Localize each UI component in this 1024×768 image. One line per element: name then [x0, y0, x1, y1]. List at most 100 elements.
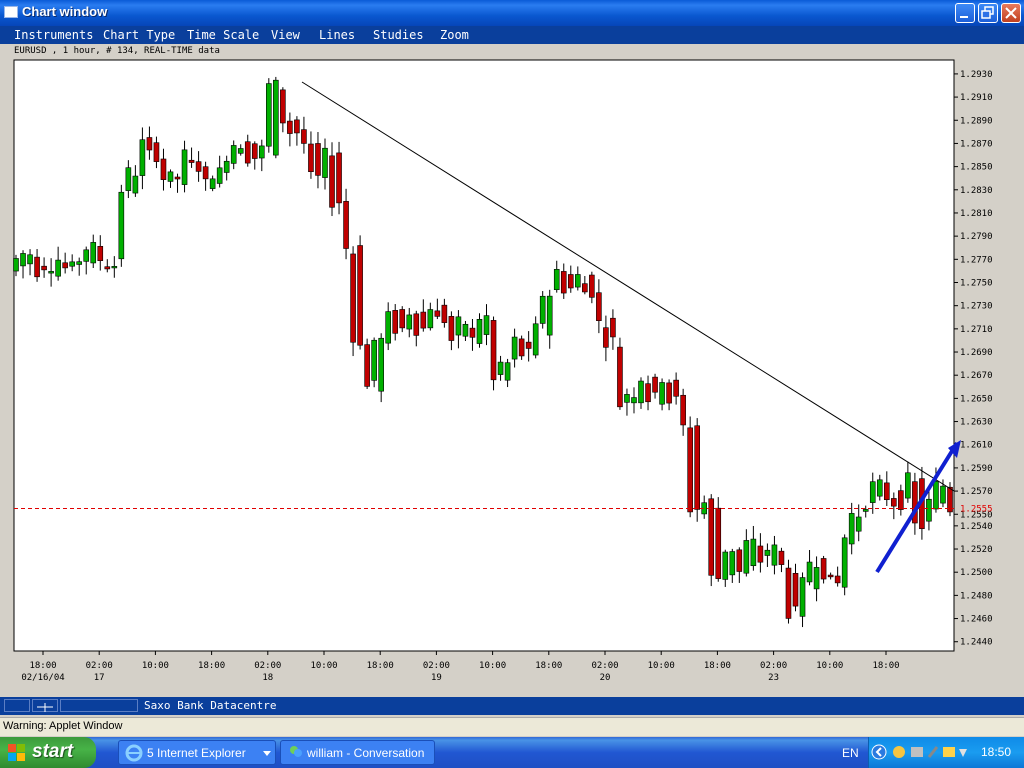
candle-down	[645, 383, 651, 403]
datacentre-label: Saxo Bank Datacentre	[144, 699, 277, 712]
x-tick-time: 18:00	[535, 661, 562, 671]
candle-up	[378, 337, 384, 392]
candle-up	[209, 178, 216, 189]
candle-up	[841, 537, 848, 588]
candle-up	[266, 83, 272, 147]
candle-down	[195, 161, 202, 172]
candle-up	[813, 567, 820, 590]
candle-down	[596, 292, 602, 321]
candle-down	[174, 176, 181, 180]
taskbar-item-conversation[interactable]: william - Conversation	[280, 740, 435, 765]
menu-time-scale[interactable]: Time Scale	[187, 28, 260, 42]
candle-up	[539, 295, 546, 324]
x-tick-date: 18	[262, 673, 273, 683]
y-tick-label: 1.2650	[960, 394, 993, 404]
y-tick-label: 1.2690	[960, 348, 993, 358]
taskbar-item-label: william - Conversation	[307, 746, 425, 760]
candle-up	[216, 167, 223, 184]
minimize-button[interactable]	[955, 3, 975, 23]
candle-down	[34, 256, 40, 278]
candle-down	[834, 575, 841, 584]
messenger-icon	[290, 746, 302, 757]
candle-down	[827, 574, 834, 578]
candle-up	[729, 551, 736, 576]
candle-up	[750, 538, 757, 567]
tray-network-icon[interactable]	[911, 747, 923, 757]
taskbar-item-internet-explorer[interactable]: 5 Internet Explorer	[118, 740, 276, 765]
candle-down	[680, 394, 686, 426]
x-tick-time: 10:00	[142, 661, 169, 671]
menu-instruments[interactable]: Instruments	[14, 28, 94, 42]
y-tick-label: 1.2790	[960, 232, 993, 242]
candle-down	[567, 274, 574, 289]
tray-folder-icon[interactable]	[943, 747, 955, 757]
y-tick-label: 1.2460	[960, 615, 993, 625]
tray-volume-icon[interactable]	[959, 749, 967, 757]
close-button[interactable]	[1001, 3, 1021, 23]
plot-area[interactable]	[13, 59, 955, 652]
candle-up	[69, 261, 75, 267]
system-tray: 18:50	[868, 737, 1024, 768]
candle-up	[926, 498, 932, 522]
menu-zoom[interactable]: Zoom	[440, 28, 469, 42]
candle-down	[343, 201, 349, 249]
candle-down	[525, 341, 532, 349]
x-tick-time: 18:00	[872, 661, 899, 671]
candle-down	[329, 155, 335, 208]
start-button[interactable]: start	[0, 737, 96, 768]
tray-tool-icon[interactable]	[927, 746, 939, 758]
candle-up	[862, 509, 869, 512]
candle-down	[188, 159, 195, 163]
tray-messenger-icon[interactable]	[893, 746, 905, 758]
menu-view[interactable]: View	[271, 28, 300, 42]
candle-up	[462, 323, 469, 337]
window-title-bar[interactable]: Chart window	[0, 0, 1024, 26]
price-chart[interactable]: 1.2930 1.2910 1.2890 1.2870 1.2850 1.2830 1.28…	[0, 44, 1024, 696]
y-tick-label: 1.2930	[960, 70, 993, 80]
x-tick-time: 02:00	[760, 661, 787, 671]
candle-down	[603, 327, 609, 348]
menu-lines[interactable]: Lines	[319, 28, 356, 42]
restore-button[interactable]	[978, 3, 998, 23]
y-tick-label: 1.2440	[960, 638, 993, 648]
language-indicator[interactable]: EN	[842, 746, 859, 760]
menu-studies[interactable]: Studies	[373, 28, 424, 42]
chevron-down-icon	[263, 751, 271, 756]
candle-up	[631, 397, 637, 404]
candle-down	[610, 317, 616, 338]
status-button-crosshair[interactable]	[32, 699, 58, 712]
candle-down	[891, 498, 897, 507]
candle-up	[273, 79, 279, 156]
candle-down	[97, 245, 104, 261]
candle-down	[673, 379, 679, 397]
x-tick-time: 18:00	[367, 661, 394, 671]
tray-expand-icon[interactable]	[871, 744, 887, 760]
candle-up	[497, 361, 504, 375]
candle-up	[905, 472, 911, 499]
candle-down	[785, 567, 792, 619]
x-tick-time: 18:00	[29, 661, 56, 671]
menu-chart-type[interactable]: Chart Type	[103, 28, 176, 42]
candle-down	[202, 166, 209, 180]
candle-down	[518, 338, 525, 357]
candle-down	[736, 549, 743, 572]
candle-up	[764, 549, 771, 556]
x-tick-time: 18:00	[198, 661, 225, 671]
y-tick-label: 1.2710	[960, 325, 993, 335]
candle-up	[455, 316, 462, 336]
y-tick-label: 1.2850	[960, 163, 993, 173]
y-tick-label: 1.2630	[960, 418, 993, 428]
candle-down	[294, 119, 300, 134]
candle-up	[385, 311, 391, 344]
candle-up	[20, 253, 26, 267]
candle-up	[139, 139, 146, 176]
menu-bar: Instruments Chart Type Time Scale View L…	[0, 26, 1024, 44]
candle-up	[743, 540, 750, 574]
status-button-left[interactable]	[4, 699, 30, 712]
x-tick-time: 10:00	[648, 661, 675, 671]
candle-down	[160, 158, 167, 180]
y-tick-label: 1.2540	[960, 522, 993, 532]
candle-down	[392, 310, 399, 334]
candle-down	[708, 498, 715, 576]
y-tick-label: 1.2750	[960, 278, 993, 288]
